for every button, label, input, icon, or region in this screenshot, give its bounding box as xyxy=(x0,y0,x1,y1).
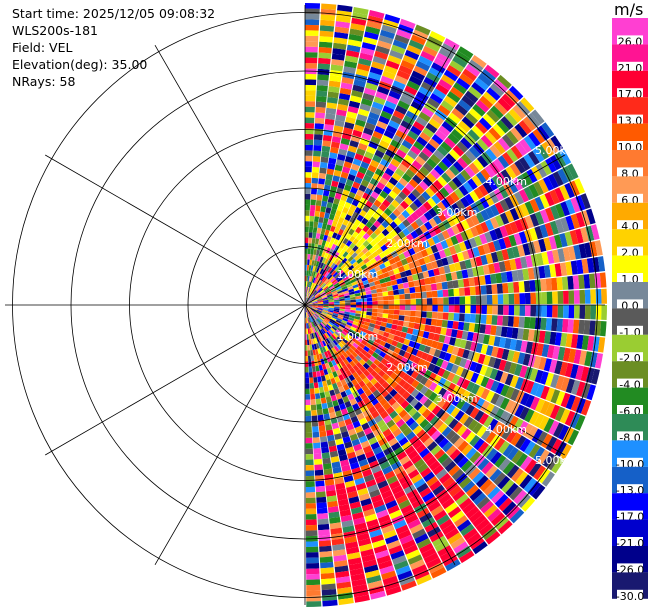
colorbar-tick-label: -30.0 xyxy=(616,590,644,603)
ring-label: 3.00km xyxy=(436,206,478,219)
colorbar-tick-bg xyxy=(617,589,643,603)
velocity-gates xyxy=(305,3,607,607)
elevation-label: Elevation(deg): 35.00 xyxy=(12,57,148,72)
azimuth-spoke xyxy=(304,304,456,566)
ring-label: 2.00km xyxy=(386,361,428,374)
ring-label: 5.00km xyxy=(535,144,577,157)
azimuth-spoke xyxy=(304,44,456,306)
field-label: Field: VEL xyxy=(12,40,73,55)
ring-label: 1.00km xyxy=(337,268,379,281)
velocity-colorbar: 26.021.017.013.010.08.06.04.02.01.00.0-1… xyxy=(612,18,648,603)
azimuth-spoke xyxy=(44,304,306,456)
ring-label: 2.00km xyxy=(386,237,428,250)
colorbar-unit-label: m/s xyxy=(614,0,644,19)
start-time-label: Start time: 2025/12/05 09:08:32 xyxy=(12,6,216,21)
nrays-label: NRays: 58 xyxy=(12,74,76,89)
ring-label: 3.00km xyxy=(436,392,478,405)
azimuth-spoke xyxy=(154,44,306,306)
ring-label: 4.00km xyxy=(485,423,527,436)
instrument-label: WLS200s-181 xyxy=(12,23,98,38)
range-ring-labels: 1.00km 1.00km 2.00km 2.00km 3.00km 3.00km 4.00… xyxy=(337,144,577,467)
azimuth-spoke xyxy=(154,304,306,566)
ring-label: 1.00km xyxy=(337,330,379,343)
ring-label: 5.00km xyxy=(535,454,577,467)
azimuth-spoke xyxy=(304,154,566,306)
polar-grid xyxy=(5,5,605,605)
azimuth-spoke xyxy=(304,304,566,456)
ring-label: 4.00km xyxy=(485,175,527,188)
azimuth-spoke xyxy=(44,154,306,306)
